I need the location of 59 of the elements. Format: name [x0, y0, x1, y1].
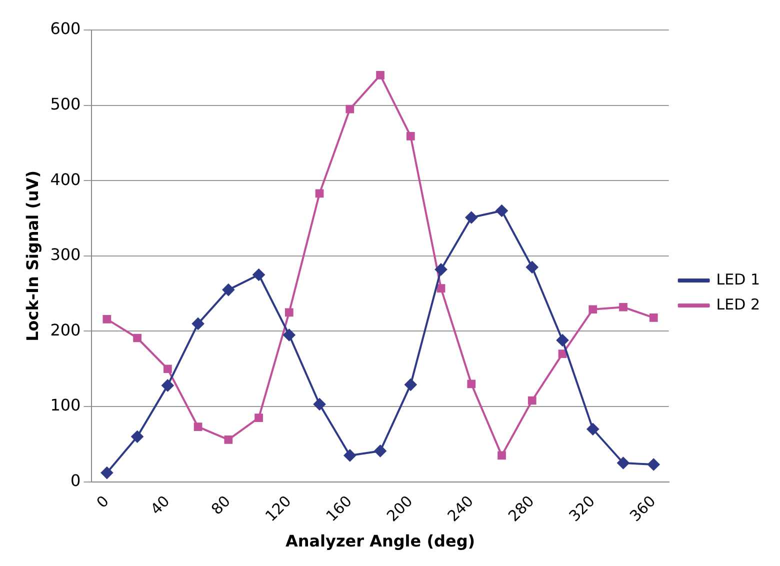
x-tick-label: 80 [208, 492, 234, 518]
point [344, 449, 356, 462]
point [374, 444, 386, 457]
x-tick-label: 120 [262, 492, 295, 526]
y-tick-label: 200 [50, 320, 81, 340]
point [162, 379, 174, 392]
point [649, 313, 658, 322]
point [314, 398, 326, 410]
x-tick-label: 320 [565, 492, 598, 526]
x-tick-label: 0 [93, 492, 113, 512]
point [376, 71, 384, 80]
x-tick-label: 160 [322, 492, 356, 526]
point [100, 466, 113, 479]
point [283, 328, 296, 341]
point [528, 396, 536, 405]
x-tick-label: 200 [383, 492, 416, 526]
y-tick-label: 300 [50, 245, 81, 264]
point [315, 189, 324, 198]
point [406, 132, 415, 140]
point [192, 318, 204, 330]
y-axis-title: Lock-In Signal (uV) [22, 170, 42, 342]
x-axis-title: Analyzer Angle (deg) [285, 532, 476, 551]
point [194, 422, 202, 432]
point [284, 308, 294, 317]
point [435, 263, 448, 276]
point [252, 268, 265, 281]
y-tick-label: 400 [50, 170, 81, 189]
point [404, 378, 417, 391]
y-tick-label: 600 [50, 19, 81, 38]
y-tick-label: 500 [50, 94, 81, 114]
point [346, 104, 354, 114]
point [619, 302, 628, 312]
point [224, 435, 233, 444]
point [222, 284, 234, 296]
point [131, 430, 144, 443]
x-tick-label: 40 [147, 492, 174, 518]
point [467, 380, 476, 388]
point [436, 284, 446, 292]
point [133, 334, 142, 342]
point [496, 204, 508, 217]
point [498, 451, 506, 460]
point [526, 261, 538, 274]
point [586, 423, 599, 436]
point [556, 334, 569, 346]
x-tick-label: 240 [444, 492, 477, 526]
legend-label: LED 1 [716, 270, 760, 288]
point [102, 314, 112, 324]
legend-label: LED 2 [716, 295, 760, 314]
y-tick-label: 100 [50, 396, 81, 415]
point [588, 305, 598, 314]
x-tick-label: 280 [504, 492, 538, 526]
point [558, 350, 567, 358]
x-tick-label: 360 [626, 492, 660, 526]
point [163, 364, 172, 374]
point [465, 212, 478, 224]
point [617, 457, 630, 469]
point [254, 414, 263, 422]
point [648, 458, 660, 471]
y-tick-label: 0 [70, 470, 81, 490]
